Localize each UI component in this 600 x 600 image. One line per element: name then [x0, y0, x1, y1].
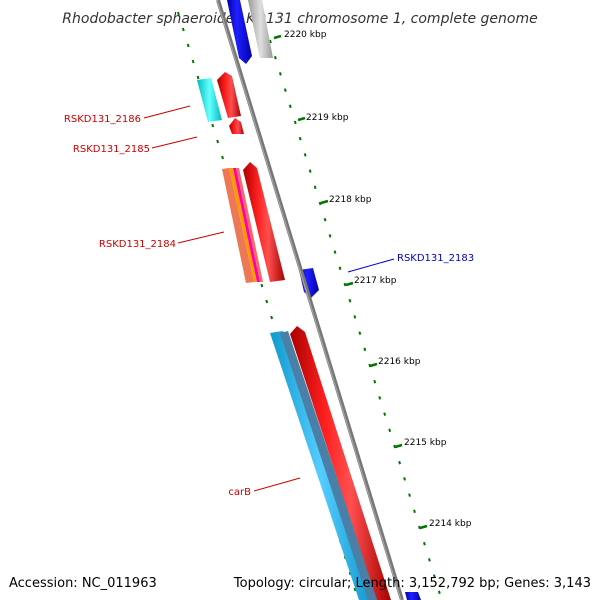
track-dot	[186, 43, 190, 48]
ruler-major-tick	[369, 362, 378, 368]
gene-label-RSKD131_2183[interactable]: RSKD131_2183	[397, 253, 474, 264]
leader-RSKD131_2184	[177, 231, 225, 244]
ruler-dot	[298, 136, 302, 141]
ruler-major-tick	[345, 281, 354, 287]
ruler-dot	[428, 558, 431, 562]
leader-RSKD131_2183	[347, 258, 395, 273]
tick-label-2218: 2218 kbp	[329, 195, 372, 205]
genome-backbone-highlight	[216, 0, 402, 600]
track-dot	[265, 299, 269, 304]
ruler-dot	[423, 541, 426, 546]
tick-label-2215: 2215 kbp	[404, 438, 447, 448]
track-dot	[177, 11, 180, 16]
ruler-dot	[274, 55, 277, 60]
map-title: Rhodobacter sphaeroides KD131 chromosome…	[62, 11, 537, 27]
ruler-dot	[437, 590, 441, 595]
track-dot	[211, 123, 215, 128]
tick-label-2216: 2216 kbp	[378, 357, 421, 367]
ruler-major-tick	[273, 34, 282, 40]
ruler-dot	[413, 509, 416, 514]
genome-backbone	[216, 0, 404, 600]
ruler-dot	[269, 39, 272, 44]
ruler-dot	[278, 72, 282, 76]
ruler-dot	[368, 363, 372, 368]
track-dot	[260, 283, 264, 288]
ruler-dot	[338, 266, 342, 271]
feature-track	[197, 0, 421, 600]
accession-text: Accession: NC_011963	[9, 576, 157, 591]
ruler-dot	[393, 444, 396, 449]
ruler-dot	[323, 217, 327, 222]
track-dot	[181, 27, 185, 32]
ruler-dot-track	[269, 39, 441, 595]
ruler-labels: 2220 kbp 2219 kbp 2218 kbp 2217 kbp 2216…	[284, 30, 472, 529]
ruler-ticks	[273, 34, 428, 530]
ruler-dot	[403, 477, 406, 481]
track-dot	[353, 587, 357, 592]
ruler-dot	[328, 234, 332, 238]
gene-label-RSKD131_2185[interactable]: RSKD131_2185	[73, 144, 150, 155]
ruler-dot	[348, 298, 352, 303]
track-dot	[196, 75, 200, 80]
track-dot	[270, 315, 274, 320]
ruler-dot	[358, 331, 362, 335]
ruler-major-tick	[297, 116, 306, 122]
ruler-dot	[373, 379, 377, 384]
gene-top-gray[interactable]	[248, 0, 273, 58]
gene-RSKD131_2184-stripe-salmon[interactable]	[236, 168, 263, 282]
ruler-dot	[313, 185, 317, 190]
ruler-dot	[418, 525, 421, 530]
leader-RSKD131_2186	[143, 105, 191, 119]
gene-RSKD131_2185[interactable]	[229, 118, 244, 134]
ruler-dot	[283, 88, 287, 92]
ruler-major-tick	[320, 199, 329, 205]
ruler-major-tick	[394, 443, 403, 449]
gene-RSKD131_2186-cyan[interactable]	[197, 78, 222, 122]
gene-label-RSKD131_2186[interactable]: RSKD131_2186	[64, 114, 141, 125]
ruler-dot	[378, 396, 382, 400]
gene-RSKD131_2184-stripe-magenta[interactable]	[233, 168, 260, 282]
ruler-dot	[308, 169, 312, 173]
tick-label-2214: 2214 kbp	[429, 519, 472, 529]
gene-RSKD131_2184-stripe-orange[interactable]	[229, 168, 257, 282]
gene-RSKD131_2184-left[interactable]	[222, 168, 254, 283]
gene-label-lines	[143, 105, 395, 492]
ruler-dot	[432, 574, 436, 578]
ruler-dot	[383, 412, 387, 416]
ruler-dot	[333, 250, 337, 254]
ruler-major-tick	[419, 524, 428, 530]
track-dot	[221, 155, 224, 160]
track-dot	[216, 139, 220, 144]
ruler-dot	[388, 428, 392, 433]
gene-labels: RSKD131_2186 RSKD131_2185 RSKD131_2184 R…	[64, 114, 474, 498]
ruler-dot	[318, 201, 322, 206]
gene-top-blue[interactable]	[227, 0, 252, 64]
ruler-dot	[288, 104, 292, 109]
ruler-dot	[408, 493, 411, 497]
genome-summary-text: Topology: circular; Length: 3,152,792 bp…	[233, 576, 591, 591]
ruler-dot	[293, 120, 297, 125]
ruler-dot	[303, 153, 307, 157]
gene-carB-steel[interactable]	[280, 331, 378, 600]
tick-label-2220: 2220 kbp	[284, 30, 327, 40]
leader-carB	[253, 477, 301, 492]
ruler-dot	[363, 347, 367, 352]
gene-bottom-blue[interactable]	[405, 592, 421, 600]
tick-label-2217: 2217 kbp	[354, 276, 397, 286]
gene-RSKD131_2184[interactable]	[243, 162, 285, 282]
gene-RSKD131_2186[interactable]	[217, 72, 241, 118]
track-dot	[191, 59, 195, 64]
ruler-dot	[353, 315, 357, 319]
gene-label-RSKD131_2184[interactable]: RSKD131_2184	[99, 239, 176, 250]
leader-RSKD131_2185	[151, 136, 198, 149]
tick-label-2219: 2219 kbp	[306, 113, 349, 123]
gene-label-carB[interactable]: carB	[228, 487, 251, 498]
ruler-dot	[398, 460, 401, 465]
ruler-dot	[343, 282, 347, 287]
gene-carB[interactable]	[290, 326, 391, 600]
